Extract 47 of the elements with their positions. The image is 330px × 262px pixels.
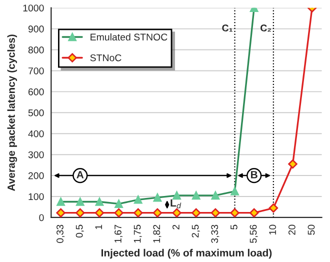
x-tick-label: 1,82 <box>153 224 162 243</box>
point <box>191 208 201 218</box>
x-tick-label: 5,56 <box>250 224 258 243</box>
x-tick-label: 2 <box>172 224 180 230</box>
y-tick-label: 500 <box>28 109 44 116</box>
x-tick-label: 1 <box>95 224 102 230</box>
x-tick-label: 0,33 <box>56 224 65 243</box>
x-tick-label: 5 <box>230 224 238 230</box>
legend-label: STNoC <box>90 54 122 62</box>
y-axis-title: Average packet latency (cycles) <box>7 34 18 191</box>
y-tick-label: 300 <box>28 151 44 158</box>
x-tick-label: 3,33 <box>211 224 220 243</box>
x-tick-label: 10 <box>269 224 276 234</box>
y-tick-label: 0 <box>39 214 44 222</box>
annotation: B <box>251 171 258 178</box>
y-tick-label: 1000 <box>23 4 44 12</box>
x-tick-label: 1,67 <box>114 224 123 243</box>
x-tick-label: 0,5 <box>76 224 84 238</box>
point <box>230 208 240 218</box>
point <box>94 208 104 218</box>
y-tick-label: 400 <box>28 130 44 138</box>
x-tick-label: 20 <box>288 224 296 235</box>
ref-line-label: C₁ <box>222 24 233 32</box>
annotation: A <box>76 171 84 178</box>
point <box>76 208 85 218</box>
y-tick-label: 700 <box>28 67 44 74</box>
point <box>114 208 124 218</box>
y-tick-label: 100 <box>28 193 44 200</box>
x-tick-label: 2,5 <box>192 224 200 238</box>
point <box>172 208 182 218</box>
point <box>56 208 66 218</box>
point <box>210 208 220 218</box>
x-tick-label: 50 <box>308 224 315 235</box>
point <box>134 208 143 218</box>
y-tick-label: 800 <box>28 46 44 54</box>
legend-label: Emulated STNOC <box>90 33 168 41</box>
point <box>152 208 162 218</box>
annotation: L$_{d}$ <box>170 199 182 208</box>
x-tick-label: 1,75 <box>134 224 142 243</box>
ref-line-label: C₂ <box>260 24 271 32</box>
point <box>288 159 298 169</box>
y-tick-label: 600 <box>28 88 44 96</box>
point <box>249 208 259 218</box>
y-tick-label: 900 <box>28 26 44 32</box>
y-tick-label: 200 <box>28 172 44 180</box>
x-axis-title: Injected load (% of maximum load) <box>101 248 272 259</box>
point <box>268 203 278 213</box>
